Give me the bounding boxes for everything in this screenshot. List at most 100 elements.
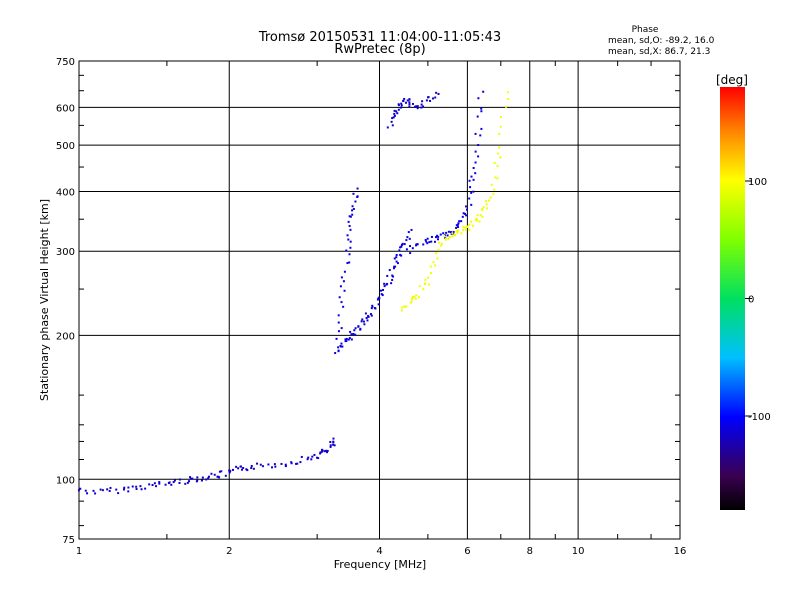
data-point [498,146,501,149]
data-point [218,470,221,473]
data-point [200,479,203,482]
data-point [158,482,161,485]
data-point [228,469,231,472]
data-point [186,481,189,484]
data-point [411,102,414,105]
data-point [488,199,491,202]
data-point [213,473,216,476]
data-point [447,230,450,233]
data-point [139,485,142,488]
data-point [476,115,479,118]
data-point [456,230,459,233]
data-point [464,226,467,229]
chart-title: Tromsø 20150531 11:04:00-11:05:43 [258,30,501,45]
data-point [220,470,223,473]
data-point [408,237,411,240]
data-point [505,105,508,108]
data-point [437,248,440,251]
data-point [343,289,346,292]
data-point [342,305,345,308]
data-point [479,134,482,137]
data-point [415,243,418,246]
data-point [493,188,496,191]
data-point [383,282,386,285]
data-point [354,327,357,330]
data-point [496,152,499,155]
data-point [477,144,480,147]
data-point [413,295,416,298]
data-point [122,488,125,491]
data-point [395,260,398,263]
data-point [408,98,411,101]
data-point [348,225,351,228]
data-point [408,105,411,108]
data-point [337,330,340,333]
data-point [400,254,403,257]
data-point [507,97,510,100]
data-point [416,105,419,108]
data-point [179,478,182,481]
data-point [423,282,426,285]
data-point [422,105,425,108]
data-point [430,272,433,275]
data-point [403,243,406,246]
data-point [250,465,253,468]
data-point [352,192,355,195]
data-point [455,224,458,227]
data-point [127,486,130,489]
data-point [391,278,394,281]
data-point [377,296,380,299]
data-point [432,261,435,264]
data-point [170,483,173,486]
data-point [329,445,332,448]
data-point [435,252,438,255]
y-axis-label: Stationary phase Virtual Height [km] [38,199,51,401]
data-point [405,305,408,308]
data-point [337,350,340,353]
data-point [228,471,231,474]
data-point [428,241,431,244]
data-point [403,97,406,100]
data-point [435,91,438,94]
data-point [390,120,393,123]
data-point [408,245,411,248]
data-point [205,478,208,481]
data-point [498,133,501,136]
data-point [429,265,432,268]
data-point [424,278,427,281]
data-point [432,97,435,100]
data-point [367,315,370,318]
data-point [465,228,468,231]
data-point [410,300,413,303]
data-point [434,96,437,99]
data-point [401,306,404,309]
data-point [492,192,495,195]
data-point [356,187,359,190]
data-point [348,261,351,264]
data-point [418,285,421,288]
data-point [436,234,439,237]
data-point [480,127,483,130]
data-point [346,262,349,265]
data-point [366,319,369,322]
data-point [300,455,303,458]
data-point [224,474,227,477]
data-point [442,232,445,235]
data-point [346,234,349,237]
data-point [337,321,340,324]
data-point [296,462,299,465]
chart-subtitle: RwPretec (8p) [334,42,425,57]
x-axis-label: Frequency [MHz] [334,558,426,571]
data-point [329,441,332,444]
x-tick-label: 2 [226,546,232,557]
data-point [506,91,509,94]
y-tick-label: 400 [56,187,75,198]
data-point [335,337,338,340]
data-point [414,105,417,108]
data-point [343,270,346,273]
data-point [348,253,351,256]
data-point [210,472,213,475]
data-point [454,233,457,236]
data-point [267,463,270,466]
data-point [437,238,440,241]
